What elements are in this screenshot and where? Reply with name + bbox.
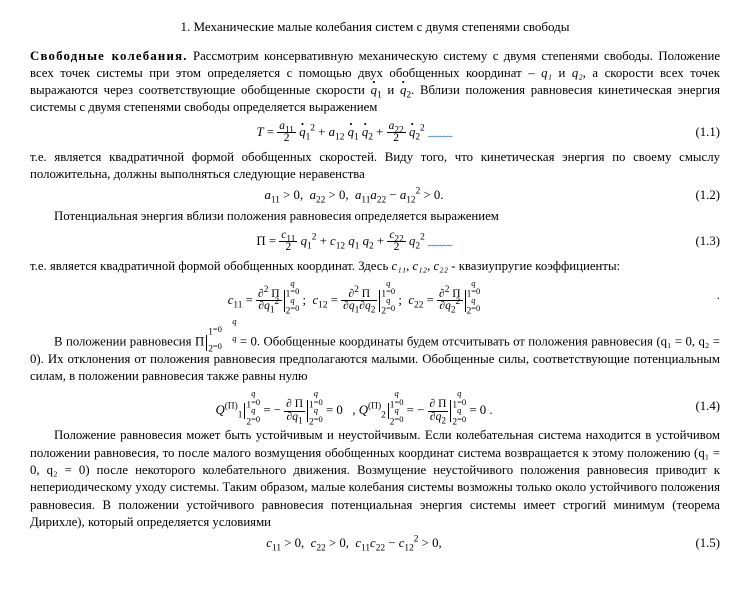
pi-eq-zero: = 0: [240, 335, 257, 349]
paragraph-3: Потенциальная энергия вблизи положения р…: [30, 208, 720, 225]
c-vars: c₁₁, c₁₂, c₂₂: [392, 259, 449, 273]
eq-number-1-2: (1.2): [678, 187, 720, 204]
eq-number-1-4: (1.4): [678, 398, 720, 415]
equation-1-5: c11 > 0, c22 > 0, c11c22 − c122 > 0, (1.…: [30, 535, 720, 552]
spell-wave-icon: ﹏﹏: [428, 234, 452, 248]
equation-1-3: П = c112 q12 + c12 q1 q2 + c222 q22 ﹏﹏ (…: [30, 230, 720, 254]
q2-var: q₂: [572, 66, 583, 80]
eq-number-1-3: (1.3): [678, 233, 720, 250]
eq-number-1-5: (1.5): [678, 535, 720, 552]
p5-text-a: В положении равновесия: [54, 335, 195, 349]
eq-number-1-1: (1.1): [678, 124, 720, 141]
spell-wave-icon: ﹏﹏: [428, 125, 452, 139]
equation-1-4: Q(П)1q1=0q2=0 = − ∂ П∂q1q1=0q2=0 = 0 , Q…: [30, 389, 720, 423]
equation-1-2: a11 > 0, a22 > 0, a11a22 − a122 > 0. (1.…: [30, 187, 720, 204]
p1-text-c: и: [552, 66, 572, 80]
paragraph-2: т.е. является квадратичной формой обобще…: [30, 149, 720, 184]
run-in-heading: Свободные колебания.: [30, 49, 188, 63]
p4-text-b: -: [448, 259, 459, 273]
paragraph-5: В положении равновесия Пq1=0q2=0 = 0. Об…: [30, 317, 720, 386]
p4-text-c: квазиупругие: [459, 259, 532, 273]
p4-text-a: т.е. является квадратичной формой обобще…: [30, 259, 392, 273]
paragraph-4: т.е. является квадратичной формой обобще…: [30, 258, 720, 275]
section-title: 1. Механические малые колебания систем с…: [30, 18, 720, 36]
p5-text-c: . Их отклонения от положения равновесия …: [30, 352, 720, 383]
p5-text-b: . Обобщенные координаты будем отсчитыват…: [257, 335, 656, 349]
equation-cdefs: c11 = ∂2 П∂q12q1=0q2=0 ; c12 = ∂2 П∂q1∂q…: [30, 279, 720, 313]
paragraph-6: Положение равновесия может быть устойчив…: [30, 427, 720, 531]
q1-var: q₁: [541, 66, 552, 80]
paragraph-1: Свободные колебания. Рассмотрим консерва…: [30, 48, 720, 117]
p4-text-d: коэффициенты:: [532, 259, 620, 273]
equation-1-1: T = a112 q12 + a12 q1 q2 + a222 q22 ﹏﹏ (…: [30, 121, 720, 145]
